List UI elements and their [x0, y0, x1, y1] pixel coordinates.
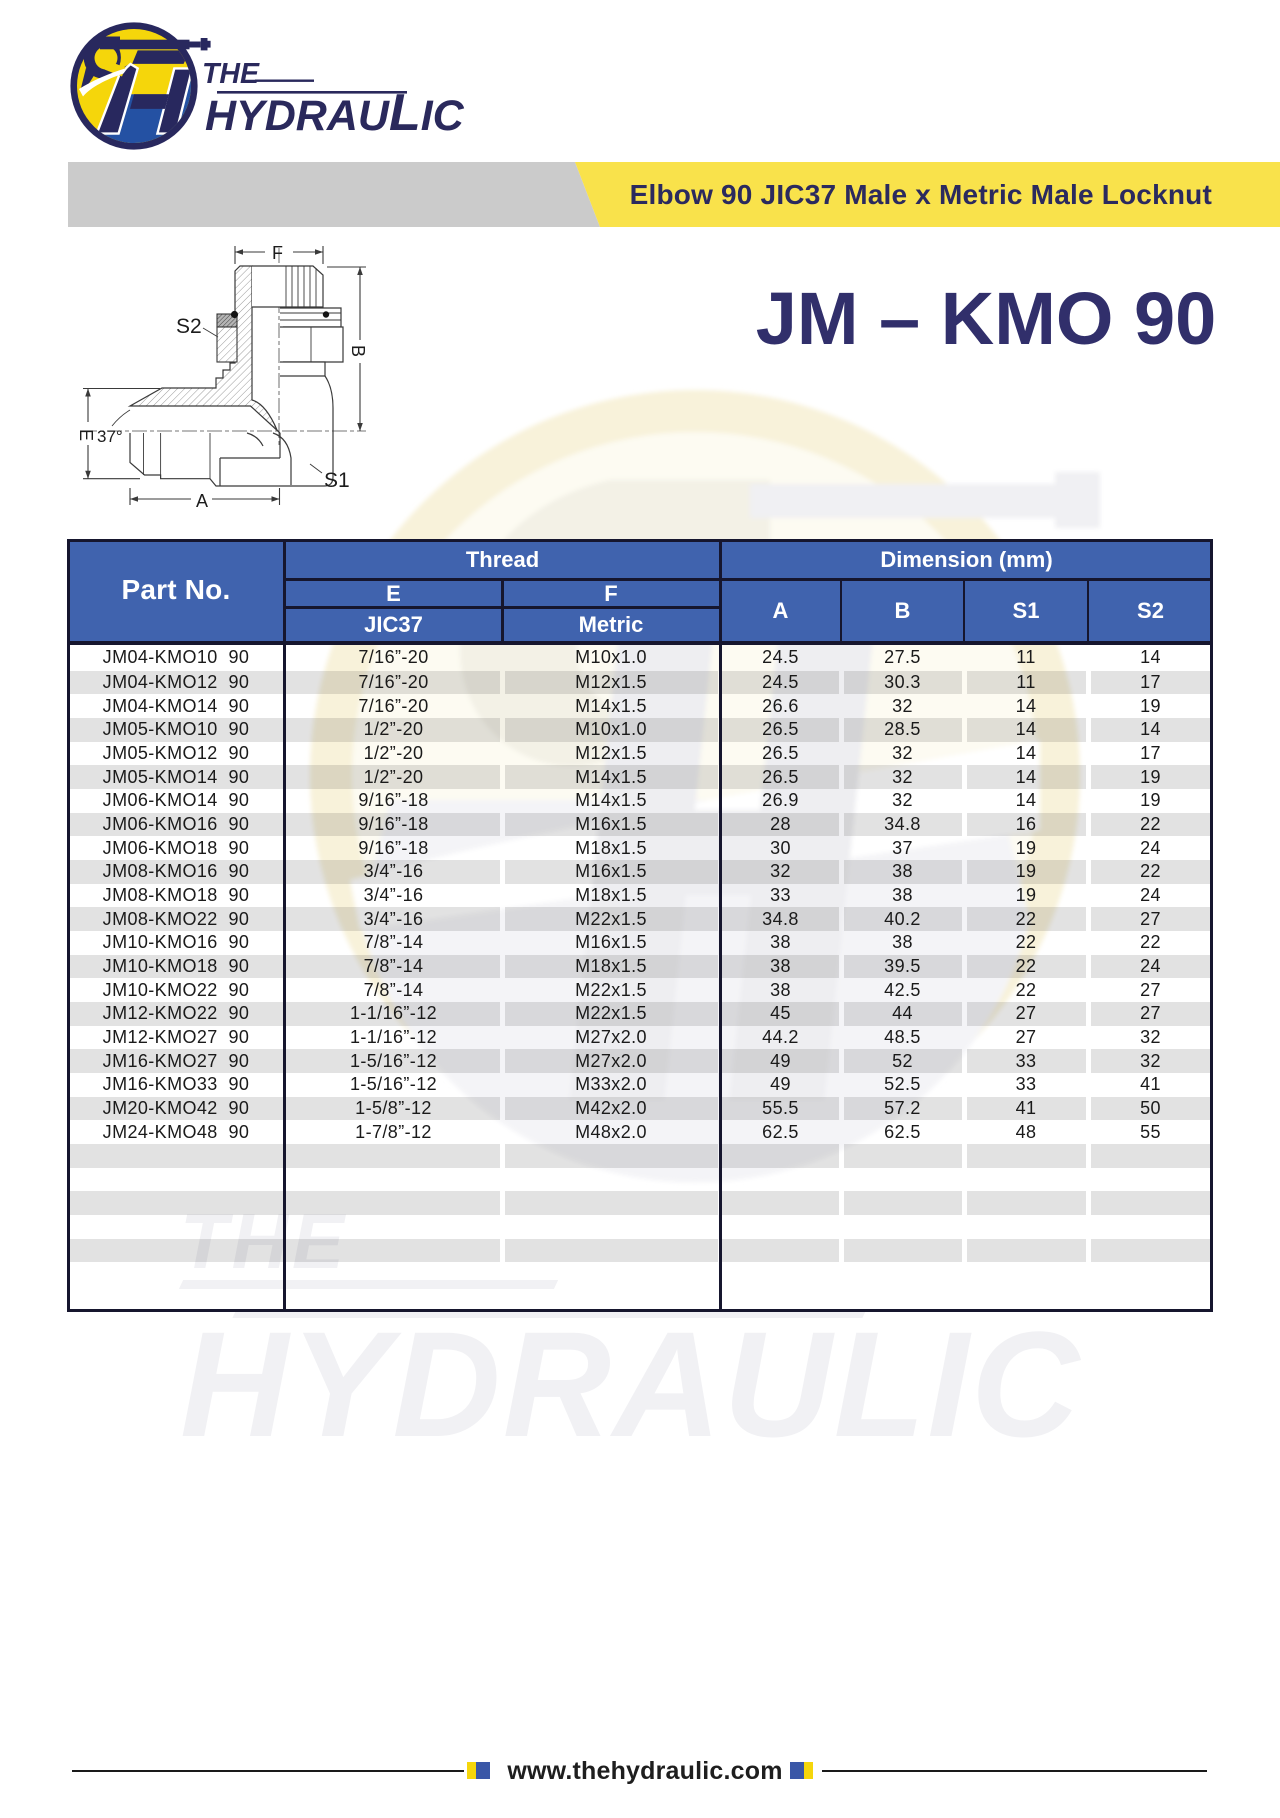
- svg-text:HYDRAULIC: HYDRAULIC: [205, 84, 465, 142]
- svg-text:37°: 37°: [97, 427, 123, 446]
- svg-text:A: A: [196, 491, 208, 511]
- svg-text:THE: THE: [180, 1197, 348, 1285]
- svg-text:B: B: [348, 345, 368, 357]
- svg-text:THE: THE: [202, 58, 260, 90]
- svg-text:F: F: [272, 243, 283, 263]
- svg-text:E: E: [76, 429, 96, 441]
- svg-text:S2: S2: [176, 315, 202, 338]
- svg-text:S1: S1: [324, 469, 350, 492]
- svg-text:HYDRAULIC: HYDRAULIC: [180, 1300, 1082, 1468]
